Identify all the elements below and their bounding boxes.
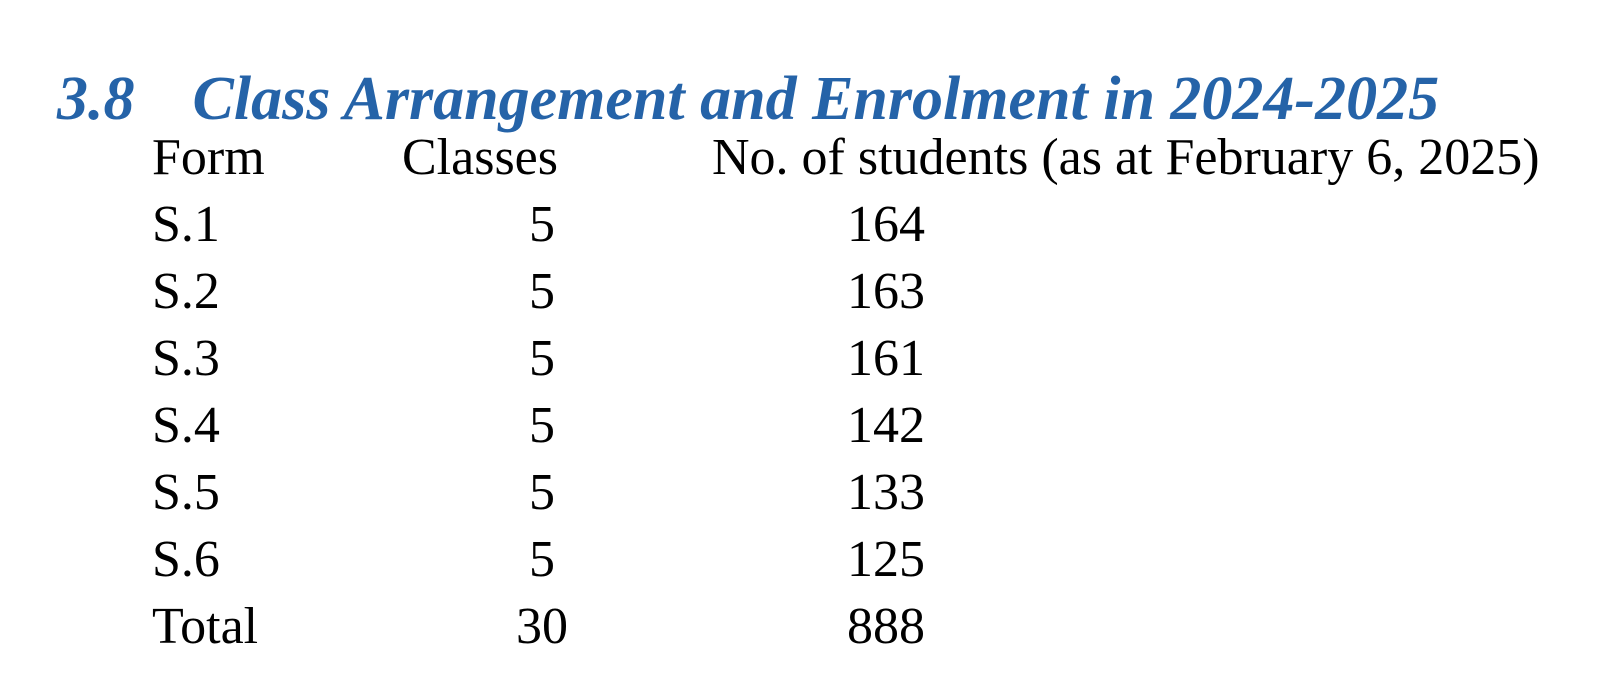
classes-cell: 5 (529, 330, 555, 387)
students-cell: 164 (847, 196, 925, 253)
table-row: S.4 5 142 (152, 392, 1540, 459)
total-students-cell: 888 (847, 598, 925, 655)
students-cell: 142 (847, 397, 925, 454)
form-cell: S.6 (152, 531, 220, 588)
table-header-row: Form Classes No. of students (as at Febr… (152, 124, 1540, 191)
table-total-row: Total 30 888 (152, 593, 1540, 660)
students-cell: 133 (847, 464, 925, 521)
classes-cell: 5 (529, 263, 555, 320)
total-classes-cell: 30 (516, 598, 568, 655)
students-cell: 163 (847, 263, 925, 320)
section-title-text: Class Arrangement and Enrolment in 2024-… (192, 64, 1440, 133)
classes-column-header: Classes (402, 129, 558, 186)
table-row: S.3 5 161 (152, 325, 1540, 392)
total-label-cell: Total (152, 598, 259, 655)
section-number: 3.8 (57, 64, 135, 133)
form-cell: S.1 (152, 196, 220, 253)
classes-cell: 5 (529, 196, 555, 253)
section-title: 3.8 Class Arrangement and Enrolment in 20… (57, 68, 1439, 130)
form-cell: S.4 (152, 397, 220, 454)
students-cell: 125 (847, 531, 925, 588)
table-row: S.6 5 125 (152, 526, 1540, 593)
table-row: S.2 5 163 (152, 258, 1540, 325)
form-cell: S.5 (152, 464, 220, 521)
form-cell: S.3 (152, 330, 220, 387)
table-row: S.1 5 164 (152, 191, 1540, 258)
enrolment-table: Form Classes No. of students (as at Febr… (152, 124, 1540, 660)
form-column-header: Form (152, 129, 265, 186)
classes-cell: 5 (529, 464, 555, 521)
students-cell: 161 (847, 330, 925, 387)
classes-cell: 5 (529, 531, 555, 588)
table-row: S.5 5 133 (152, 459, 1540, 526)
form-cell: S.2 (152, 263, 220, 320)
students-column-header: No. of students (as at February 6, 2025) (712, 129, 1540, 186)
classes-cell: 5 (529, 397, 555, 454)
